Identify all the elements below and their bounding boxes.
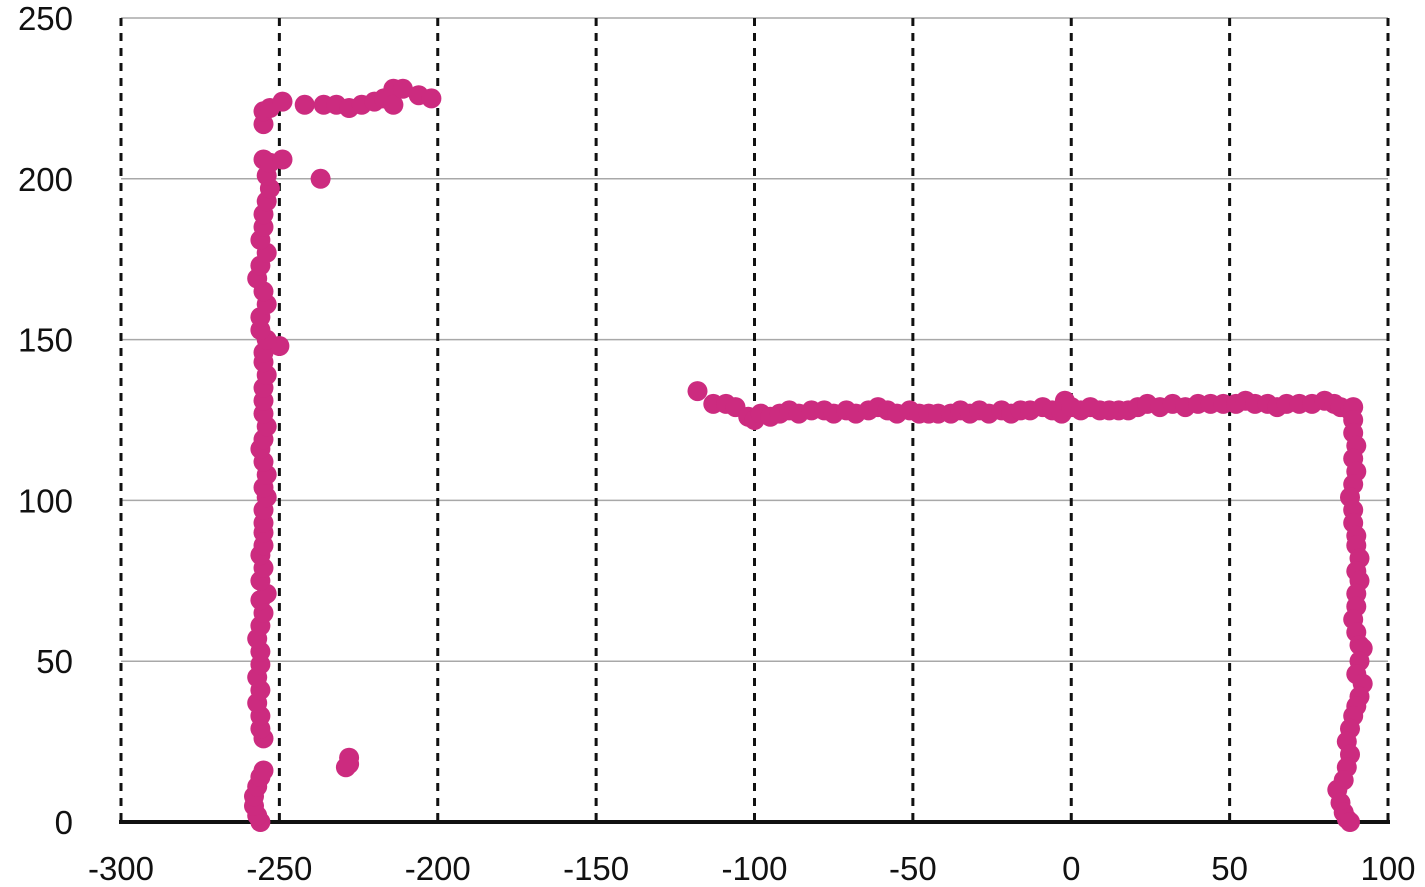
x-tick-label: 0 <box>1062 850 1080 887</box>
data-point <box>294 94 315 115</box>
data-point <box>392 78 413 99</box>
x-tick-label: -200 <box>405 850 471 887</box>
x-tick-label: -250 <box>246 850 312 887</box>
data-point <box>383 94 404 115</box>
grid <box>119 17 1390 822</box>
data-point <box>272 149 293 170</box>
y-tick-label: 100 <box>18 482 73 519</box>
x-tick-label: -150 <box>563 850 629 887</box>
x-tick-label: -300 <box>88 850 154 887</box>
data-point <box>687 381 708 402</box>
data-point <box>272 91 293 112</box>
data-point <box>253 760 274 781</box>
x-tick-label: -50 <box>889 850 937 887</box>
y-tick-label: 150 <box>18 322 73 359</box>
x-tick-label: -100 <box>721 850 787 887</box>
data-point <box>1340 812 1360 832</box>
data-point <box>421 88 442 109</box>
y-tick-label: 250 <box>18 0 73 37</box>
y-tick-label: 0 <box>55 804 73 841</box>
y-tick-label: 200 <box>18 161 73 198</box>
data-point <box>310 168 331 189</box>
x-tick-label: 100 <box>1360 850 1415 887</box>
data-point <box>339 754 360 775</box>
tick-labels: -300 -250 -200 -150 -100 -50 0 50 100 0 50 100 150 20… <box>18 0 1416 887</box>
data-series <box>244 78 1373 832</box>
x-tick-label: 50 <box>1211 850 1248 887</box>
y-tick-label: 50 <box>36 643 73 680</box>
